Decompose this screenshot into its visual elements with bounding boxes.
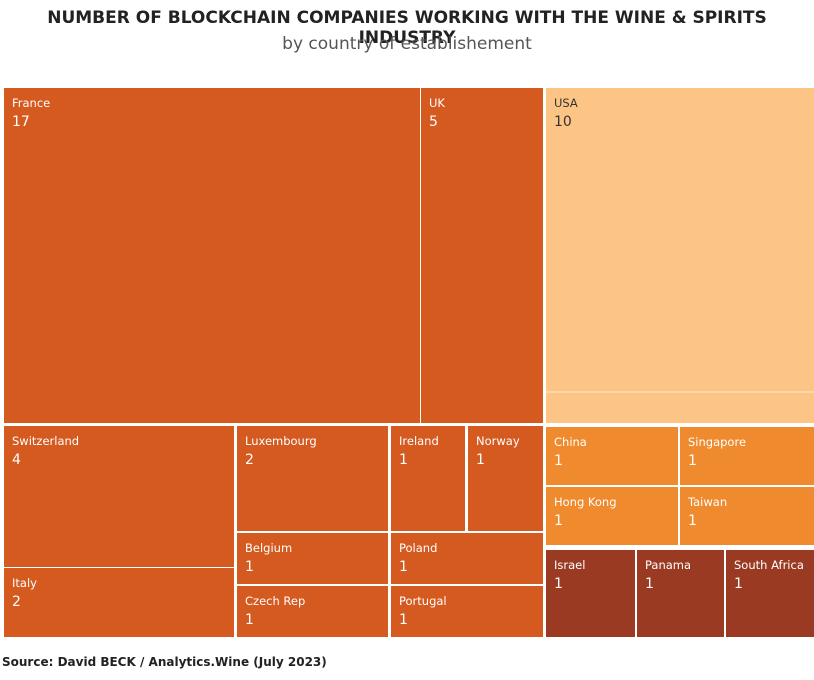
- tile-czech-rep: Czech Rep 1: [237, 586, 388, 637]
- tile-value-switzerland: 4: [12, 452, 21, 468]
- tile-norway: Norway 1: [468, 426, 543, 531]
- chart-subtitle: by country of establishement: [282, 34, 532, 54]
- tile-rect-ireland: [391, 426, 465, 531]
- tile-value-ireland: 1: [399, 452, 408, 468]
- tile-label-israel: Israel: [554, 558, 585, 572]
- source-note: Source: David BECK / Analytics.Wine (Jul…: [2, 655, 327, 669]
- tile-portugal: Portugal 1: [391, 586, 543, 637]
- tile-ireland: Ireland 1: [391, 426, 465, 531]
- tile-value-italy: 2: [12, 594, 21, 610]
- tile-label-south-africa: South Africa: [734, 558, 804, 572]
- tile-singapore: Singapore 1: [680, 427, 814, 485]
- tile-rect-panama: [637, 550, 724, 637]
- tile-rect-singapore: [680, 427, 814, 485]
- tile-switzerland: Switzerland 4: [4, 426, 234, 567]
- tile-value-taiwan: 1: [688, 513, 697, 529]
- tile-label-france: France: [12, 96, 50, 110]
- tile-value-singapore: 1: [688, 453, 697, 469]
- tile-rect-south-africa: [726, 550, 814, 637]
- tile-south-africa: South Africa 1: [726, 550, 814, 637]
- tile-china: China 1: [546, 427, 678, 485]
- tile-rect-israel: [546, 550, 635, 637]
- tile-poland: Poland 1: [391, 533, 543, 584]
- tile-rect-portugal: [391, 586, 543, 637]
- tile-panama: Panama 1: [637, 550, 724, 637]
- tile-rect-belgium: [237, 533, 388, 584]
- tile-uk: UK 5: [421, 88, 543, 423]
- tile-luxembourg: Luxembourg 2: [237, 426, 388, 531]
- tile-rect-poland: [391, 533, 543, 584]
- tile-value-uk: 5: [429, 114, 438, 130]
- tile-value-poland: 1: [399, 559, 408, 575]
- tile-value-france: 17: [12, 114, 30, 130]
- tile-value-belgium: 1: [245, 559, 254, 575]
- tile-label-poland: Poland: [399, 541, 437, 555]
- tile-rect-uk: [421, 88, 543, 423]
- tile-label-belgium: Belgium: [245, 541, 292, 555]
- tile-hong-kong: Hong Kong 1: [546, 487, 678, 545]
- tile-label-norway: Norway: [476, 434, 520, 448]
- tile-rect-italy: [4, 568, 234, 637]
- tile-label-czech-rep: Czech Rep: [245, 594, 305, 608]
- tile-belgium: Belgium 1: [237, 533, 388, 584]
- tile-value-panama: 1: [645, 576, 654, 592]
- tile-label-china: China: [554, 435, 587, 449]
- tile-value-portugal: 1: [399, 612, 408, 628]
- tile-label-taiwan: Taiwan: [687, 495, 727, 509]
- tile-rect-france: [4, 88, 420, 423]
- tile-label-italy: Italy: [12, 576, 37, 590]
- tile-rect-norway: [468, 426, 543, 531]
- chart-title: NUMBER OF BLOCKCHAIN COMPANIES WORKING W…: [47, 8, 767, 48]
- tile-label-singapore: Singapore: [688, 435, 746, 449]
- tile-rect-china: [546, 427, 678, 485]
- tile-label-uk: UK: [429, 96, 445, 110]
- tile-rect-usa: [546, 88, 814, 423]
- tile-label-hong-kong: Hong Kong: [554, 495, 617, 509]
- tile-rect-luxembourg: [237, 426, 388, 531]
- tile-israel: Israel 1: [546, 550, 635, 637]
- tile-label-ireland: Ireland: [399, 434, 439, 448]
- tile-value-usa: 10: [554, 114, 572, 130]
- tile-value-luxembourg: 2: [245, 452, 254, 468]
- tile-france: France 17: [4, 88, 420, 423]
- tile-rect-czech-rep: [237, 586, 388, 637]
- tile-taiwan: Taiwan 1: [680, 487, 814, 545]
- tile-rect-taiwan: [680, 487, 814, 545]
- tile-rect-switzerland: [4, 426, 234, 567]
- tile-value-south-africa: 1: [734, 576, 743, 592]
- tile-label-portugal: Portugal: [399, 594, 447, 608]
- tile-value-israel: 1: [554, 576, 563, 592]
- tile-value-china: 1: [554, 453, 563, 469]
- tile-label-usa: USA: [554, 96, 578, 110]
- tile-label-luxembourg: Luxembourg: [245, 434, 317, 448]
- tile-value-norway: 1: [476, 452, 485, 468]
- tile-label-panama: Panama: [645, 558, 691, 572]
- tile-value-czech-rep: 1: [245, 612, 254, 628]
- tile-usa: USA 10: [546, 88, 814, 423]
- tile-italy: Italy 2: [4, 568, 234, 637]
- tile-rect-hong-kong: [546, 487, 678, 545]
- tile-label-switzerland: Switzerland: [12, 434, 79, 448]
- tile-value-hong-kong: 1: [554, 513, 563, 529]
